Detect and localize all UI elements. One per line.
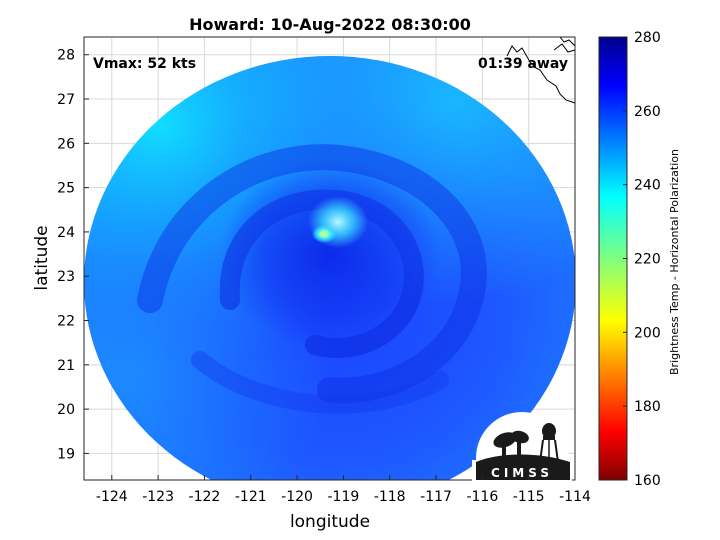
colorbar-tick-label: 280 <box>634 30 661 46</box>
chart-title: Howard: 10-Aug-2022 08:30:00 <box>189 15 471 34</box>
vmax-label: Vmax: 52 kts <box>93 56 196 72</box>
cimss-logo: CIMSS <box>472 412 572 504</box>
x-axis: -124 -123 -122 -121 -120 -119 -118 -117 -116 -115… <box>96 475 591 505</box>
x-tick-label: -119 <box>328 489 360 505</box>
x-tick-label: -123 <box>142 489 174 505</box>
rain-band-outer <box>137 144 487 404</box>
colorbar-tick-label: 220 <box>634 252 661 268</box>
y-tick-label: 26 <box>57 136 75 152</box>
y-tick-label: 21 <box>57 358 75 374</box>
storm-core <box>220 160 440 350</box>
y-axis-label: latitude <box>32 225 52 290</box>
colorbar-tick-label: 260 <box>634 104 661 120</box>
y-tick-label: 20 <box>57 402 75 418</box>
satellite-swath <box>84 56 575 480</box>
x-tick-label: -114 <box>559 489 591 505</box>
x-tick-label: -117 <box>420 489 452 505</box>
colorbar-label: Brightness Temp - Horizontal Polarizatio… <box>668 149 681 375</box>
x-tick-label: -122 <box>189 489 221 505</box>
y-axis: 19 20 21 22 23 24 25 26 27 28 <box>57 48 89 462</box>
x-tick-label: -116 <box>466 489 498 505</box>
x-tick-label: -120 <box>281 489 313 505</box>
colorbar-tick-label: 160 <box>634 473 661 489</box>
eyewall-warm <box>312 225 336 243</box>
coastline-island <box>553 43 576 53</box>
colorbar <box>598 36 628 481</box>
time-away-label: 01:39 away <box>478 56 568 72</box>
y-tick-label: 22 <box>57 314 75 330</box>
x-tick-label: -118 <box>374 489 406 505</box>
plot-frame <box>83 36 576 481</box>
x-tick-label: -124 <box>96 489 128 505</box>
coastline-north <box>559 36 576 47</box>
rain-band-south <box>191 351 449 414</box>
y-tick-label: 24 <box>57 225 75 241</box>
colorbar-ticks: 160 180 200 220 240 260 280 <box>623 30 661 489</box>
x-tick-label: -121 <box>235 489 267 505</box>
y-tick-label: 19 <box>57 446 75 462</box>
colorbar-tick-label: 180 <box>634 399 661 415</box>
colorbar-tick-label: 240 <box>634 178 661 194</box>
y-tick-label: 23 <box>57 269 75 285</box>
x-tick-label: -115 <box>513 489 545 505</box>
y-tick-label: 27 <box>57 92 75 108</box>
y-tick-label: 25 <box>57 181 75 197</box>
logo-text: CIMSS <box>491 466 553 480</box>
colorbar-tick-label: 200 <box>634 325 661 341</box>
coastline <box>506 45 576 104</box>
x-axis-label: longitude <box>290 512 370 532</box>
y-tick-label: 28 <box>57 48 75 64</box>
